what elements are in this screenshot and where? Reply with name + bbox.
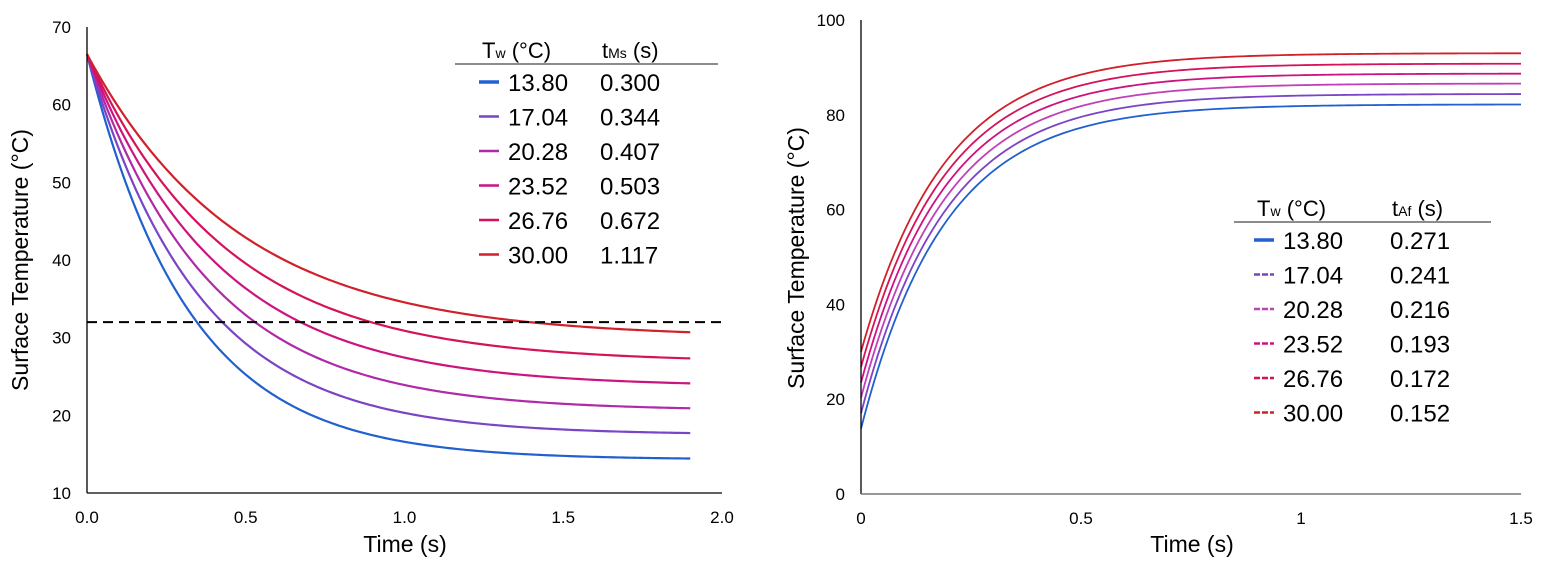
y-tick-label: 80 bbox=[826, 106, 845, 125]
legend-time-value: 0.300 bbox=[600, 70, 660, 97]
x-tick-label: 1.0 bbox=[393, 508, 417, 527]
series-line-13-80 bbox=[85, 53, 691, 460]
y-tick-label: 0 bbox=[836, 485, 845, 504]
y-tick-label: 20 bbox=[52, 406, 71, 425]
legend-tw-value: 13.80 bbox=[508, 70, 568, 97]
right-x-axis-label: Time (s) bbox=[1150, 531, 1233, 557]
left-x-tick-labels: 0.0 0.5 1.0 1.5 2.0 bbox=[75, 508, 734, 527]
series-line-13-80 bbox=[860, 103, 1522, 429]
series-line-23-52 bbox=[85, 53, 691, 385]
y-tick-label: 10 bbox=[52, 484, 71, 503]
right-y-tick-labels: 0 20 40 60 80 100 bbox=[817, 11, 845, 504]
series-line-23-52 bbox=[860, 72, 1521, 383]
legend-header-time: tAf (s) bbox=[1392, 196, 1443, 221]
x-tick-label: 1.5 bbox=[1509, 509, 1533, 528]
legend-time-value: 0.216 bbox=[1390, 297, 1450, 324]
legend-tw-value: 30.00 bbox=[1283, 401, 1343, 428]
legend-time-value: 0.503 bbox=[600, 174, 660, 201]
legend-tw-value: 20.28 bbox=[508, 139, 568, 166]
left-x-axis-label: Time (s) bbox=[363, 531, 446, 557]
y-tick-label: 100 bbox=[817, 11, 845, 30]
legend-time-value: 0.344 bbox=[600, 105, 660, 132]
series-line-17-04 bbox=[860, 93, 1522, 414]
legend-tw-value: 13.80 bbox=[1283, 228, 1343, 255]
x-tick-label: 1 bbox=[1296, 509, 1305, 528]
y-tick-label: 60 bbox=[826, 201, 845, 220]
y-tick-label: 50 bbox=[52, 173, 71, 192]
series-line-17-04 bbox=[85, 53, 691, 435]
legend-tw-value: 17.04 bbox=[1283, 263, 1343, 290]
left-legend: Tw (°C) tMs (s) 13.80 0.300 17.04 0.344 20.28 0… bbox=[455, 38, 718, 270]
x-tick-label: 0.5 bbox=[234, 508, 258, 527]
legend-time-value: 0.672 bbox=[600, 208, 660, 235]
legend-tw-value: 17.04 bbox=[508, 105, 568, 132]
y-tick-label: 40 bbox=[826, 295, 845, 314]
x-tick-label: 1.5 bbox=[551, 508, 575, 527]
series-line-20-28 bbox=[860, 82, 1522, 399]
right-x-tick-labels: 0 0.5 1 1.5 bbox=[856, 509, 1533, 528]
left-y-tick-labels: 10 20 30 40 50 60 70 bbox=[52, 18, 71, 503]
x-tick-label: 0.5 bbox=[1069, 509, 1093, 528]
y-tick-label: 30 bbox=[52, 329, 71, 348]
legend-tw-value: 20.28 bbox=[1283, 297, 1343, 324]
legend-tw-value: 23.52 bbox=[508, 174, 568, 201]
legend-time-value: 0.407 bbox=[600, 139, 660, 166]
legend-tw-value: 23.52 bbox=[1283, 332, 1343, 359]
legend-time-value: 0.172 bbox=[1390, 366, 1450, 393]
legend-header-tw: Tw (°C) bbox=[482, 38, 551, 63]
series-line-26-76 bbox=[86, 53, 691, 360]
series-line-20-28 bbox=[85, 53, 691, 410]
y-tick-label: 70 bbox=[52, 18, 71, 37]
right-chart: 0 20 40 60 80 100 0 0.5 1 1.5 Time (s) Surface T… bbox=[783, 11, 1533, 557]
x-tick-label: 2.0 bbox=[710, 508, 734, 527]
legend-header-time: tMs (s) bbox=[602, 38, 659, 63]
legend-tw-value: 30.00 bbox=[508, 243, 568, 270]
legend-tw-value: 26.76 bbox=[508, 208, 568, 235]
legend-time-value: 0.193 bbox=[1390, 332, 1450, 359]
x-tick-label: 0.0 bbox=[75, 508, 99, 527]
right-legend: Tw (°C) tAf (s) 13.80 0.271 17.04 0.241 20.28 0… bbox=[1234, 196, 1491, 428]
right-y-axis-label: Surface Temperature (°C) bbox=[783, 127, 809, 389]
series-line-26-76 bbox=[860, 62, 1522, 368]
right-series-group bbox=[860, 52, 1522, 429]
left-series-group bbox=[85, 53, 691, 460]
left-y-axis-label: Surface Temperature (°C) bbox=[7, 129, 33, 391]
y-tick-label: 40 bbox=[52, 251, 71, 270]
y-tick-label: 60 bbox=[52, 96, 71, 115]
legend-time-value: 0.271 bbox=[1390, 228, 1450, 255]
legend-time-value: 1.117 bbox=[600, 243, 658, 270]
legend-time-value: 0.152 bbox=[1390, 401, 1450, 428]
series-line-30-00 bbox=[86, 53, 691, 334]
legend-header-tw: Tw (°C) bbox=[1257, 196, 1326, 221]
legend-tw-value: 26.76 bbox=[1283, 366, 1343, 393]
x-tick-label: 0 bbox=[856, 509, 865, 528]
y-tick-label: 20 bbox=[826, 390, 845, 409]
legend-time-value: 0.241 bbox=[1390, 263, 1450, 290]
series-line-30-00 bbox=[860, 52, 1522, 353]
